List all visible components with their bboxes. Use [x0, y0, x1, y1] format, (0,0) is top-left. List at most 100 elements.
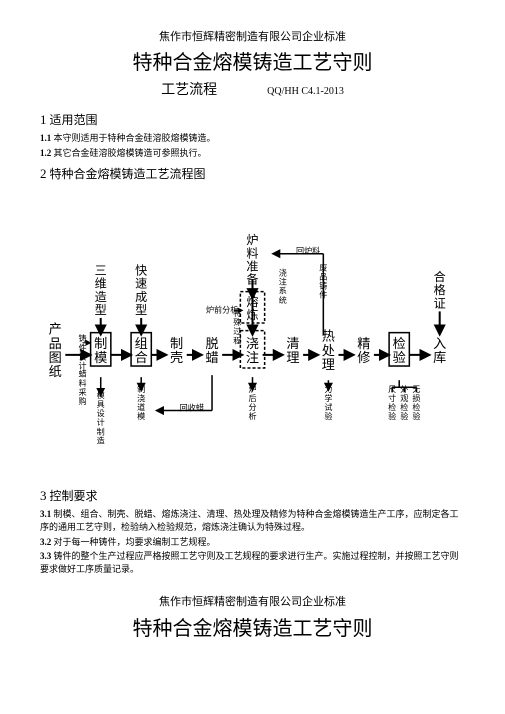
s3-line1-num: 3.1 [40, 509, 51, 519]
svg-text:品: 品 [49, 335, 62, 350]
svg-text:铸: 铸 [78, 333, 86, 343]
svg-text:验: 验 [400, 411, 408, 421]
svg-text:学: 学 [324, 392, 332, 402]
s3-line1: 3.1 制模、组合、制壳、脱蜡、熔炼浇注、清理、热处理及精修为特种合金熔模铸造生… [40, 508, 465, 533]
section-3-num: 3 [40, 488, 47, 503]
section-2-text: 特种合金熔模铸造工艺流程图 [50, 167, 206, 181]
s3-line2-text: 对于每一种铸件，均要求编制工艺规程。 [54, 537, 216, 547]
svg-text:程: 程 [233, 336, 241, 345]
svg-text:后: 后 [248, 392, 256, 402]
svg-text:料: 料 [78, 377, 86, 387]
s3-line1-text: 制模、组合、制壳、脱蜡、熔炼浇注、清理、热处理及精修为特种合金熔模铸造生产工序，… [40, 509, 459, 532]
section-3-text: 控制要求 [50, 489, 98, 503]
subtitle-row: 工艺流程 QQ/HH C4.1-2013 [40, 81, 465, 101]
svg-text:模: 模 [94, 350, 107, 365]
section-1-num: 1 [40, 112, 47, 127]
svg-text:料: 料 [246, 246, 258, 260]
svg-text:浇: 浇 [137, 392, 145, 402]
s3-line2-num: 3.2 [40, 537, 51, 547]
svg-text:产: 产 [49, 321, 62, 336]
svg-text:制: 制 [94, 335, 107, 350]
svg-text:精: 精 [357, 335, 370, 350]
svg-text:库: 库 [433, 350, 446, 365]
svg-text:注: 注 [279, 276, 287, 286]
svg-text:检: 检 [393, 335, 406, 350]
s1-line1-text: 本守则适用于特种合金硅溶胶熔模铸造。 [54, 133, 216, 143]
svg-text:模: 模 [137, 411, 145, 421]
section-2-heading: 2 特种合金熔模铸造工艺流程图 [40, 165, 465, 183]
svg-text:注: 注 [246, 350, 259, 365]
svg-text:脱: 脱 [205, 335, 218, 350]
svg-text:制: 制 [170, 335, 183, 350]
svg-text:理: 理 [286, 350, 299, 365]
svg-text:计: 计 [97, 417, 105, 427]
svg-text:合: 合 [434, 269, 446, 284]
s3-line3-text: 铸件的整个生产过程应严格按照工艺守则及工艺规程的要求进行生产。实施过程控制，并按… [40, 551, 459, 574]
svg-text:理: 理 [322, 357, 335, 372]
s3-line2: 3.2 对于每一种铸件，均要求编制工艺规程。 [40, 536, 465, 549]
svg-text:入: 入 [433, 335, 446, 350]
flowchart-diagram: 产品图纸制模组合制壳脱蜡浇注清理热处理精修检验入库三维造型快速成型熔炼炉料准备合… [40, 193, 465, 466]
svg-text:验: 验 [388, 411, 396, 421]
s1-line1: 1.1 本守则适用于特种合金硅溶胶熔模铸造。 [40, 132, 465, 145]
svg-text:快: 快 [135, 263, 147, 277]
s1-line2-text: 其它合金硅溶胶熔模铸造可参照执行。 [54, 148, 207, 158]
svg-text:浇: 浇 [279, 267, 287, 277]
svg-text:纸: 纸 [49, 364, 62, 379]
svg-text:炉: 炉 [246, 233, 258, 247]
svg-text:具: 具 [97, 400, 105, 409]
svg-text:观: 观 [400, 393, 408, 402]
svg-text:图: 图 [49, 350, 62, 365]
svg-text:浇: 浇 [246, 335, 259, 350]
svg-text:造: 造 [97, 435, 105, 445]
svg-text:三: 三 [95, 263, 107, 277]
footer-title: 特种合金熔模铸造工艺守则 [40, 615, 465, 643]
svg-text:采: 采 [78, 386, 86, 396]
svg-text:速: 速 [135, 276, 147, 290]
svg-text:分: 分 [248, 403, 256, 412]
main-title: 特种合金熔模铸造工艺守则 [40, 49, 465, 77]
section-1-heading: 1 适用范围 [40, 111, 465, 129]
svg-text:型: 型 [95, 302, 107, 316]
s3-line3-num: 3.3 [40, 551, 51, 561]
svg-text:试: 试 [324, 402, 332, 412]
svg-text:析: 析 [248, 411, 256, 421]
svg-text:组: 组 [135, 335, 148, 350]
svg-text:证: 证 [434, 296, 446, 310]
svg-text:系: 系 [279, 285, 287, 295]
svg-text:购: 购 [78, 396, 86, 406]
svg-text:验: 验 [393, 350, 406, 365]
svg-text:检: 检 [412, 402, 420, 412]
svg-text:型: 型 [135, 302, 147, 316]
svg-text:蜡: 蜡 [205, 350, 218, 365]
svg-text:格: 格 [434, 282, 446, 297]
svg-text:验: 验 [412, 411, 420, 421]
svg-text:验: 验 [324, 411, 332, 421]
svg-text:壳: 壳 [170, 350, 183, 365]
svg-text:维: 维 [95, 276, 107, 290]
svg-text:清: 清 [286, 335, 299, 350]
svg-text:检: 检 [388, 402, 396, 412]
svg-text:设: 设 [78, 351, 86, 361]
svg-text:制: 制 [97, 426, 105, 436]
s1-line1-num: 1.1 [40, 133, 51, 143]
svg-text:殊: 殊 [233, 317, 241, 327]
section-3-heading: 3 控制要求 [40, 487, 465, 505]
s1-line2: 1.2 其它合金硅溶胶熔模铸造可参照执行。 [40, 147, 465, 160]
svg-text:处: 处 [322, 342, 335, 357]
section-2-num: 2 [40, 166, 47, 181]
svg-text:合: 合 [135, 350, 148, 365]
subtitle: 工艺流程 [161, 81, 217, 101]
svg-text:统: 统 [279, 294, 287, 304]
svg-text:寸: 寸 [388, 392, 396, 402]
svg-text:蜡: 蜡 [78, 368, 86, 378]
svg-text:过: 过 [233, 326, 241, 336]
svg-text:成: 成 [135, 289, 147, 303]
svg-text:检: 检 [400, 402, 408, 412]
svg-text:造: 造 [95, 289, 107, 303]
footer-block: 焦作市恒辉精密制造有限公司企业标准 特种合金熔模铸造工艺守则 [40, 595, 465, 642]
doc-code: QQ/HH C4.1-2013 [267, 85, 344, 99]
footer-company: 焦作市恒辉精密制造有限公司企业标准 [40, 595, 465, 610]
svg-text:损: 损 [412, 392, 420, 402]
svg-text:件: 件 [78, 342, 86, 352]
